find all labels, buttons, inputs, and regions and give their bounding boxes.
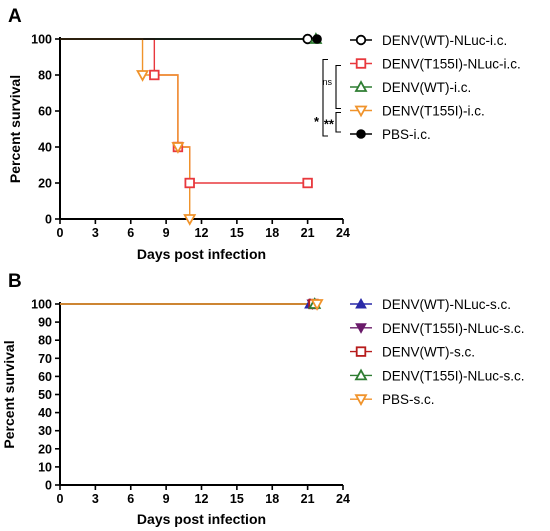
x-tick-label: 6: [127, 492, 134, 506]
x-tick-label: 15: [230, 492, 244, 506]
y-tick-label: 0: [45, 479, 52, 493]
legend-marker: [354, 105, 368, 118]
legend-label: DENV(T155I)-i.c.: [382, 104, 485, 119]
x-tick-label: 9: [163, 226, 170, 240]
data-point: [171, 142, 185, 154]
y-tick-label: 60: [38, 105, 52, 119]
legend-marker: [356, 129, 366, 139]
x-tick-label: 6: [127, 226, 134, 240]
series-line: [60, 38, 191, 219]
y-tick-label: 0: [45, 213, 52, 227]
legend-marker: [354, 80, 368, 92]
significance-label: **: [324, 116, 335, 131]
y-tick-label: 80: [38, 69, 52, 83]
x-tick-label: 24: [336, 226, 350, 240]
data-point: [149, 69, 160, 81]
y-tick-label: 90: [38, 316, 52, 330]
panel-b: B 0 3 6 9 12 15 18 21 24 0 10 20 30 40 50 60 70 80 90 100 Day…: [1, 271, 525, 527]
significance-label: ns: [322, 77, 332, 87]
legend-label: DENV(T155I)-NLuc-s.c.: [382, 368, 525, 383]
y-tick-label: 100: [31, 33, 52, 47]
panel-a: A 0 3 6 9 12 15 18 21 24 0 20 40 60 80 100 Days post inf…: [7, 6, 521, 262]
legend-marker: [354, 394, 368, 407]
legend-label: PBS-i.c.: [382, 127, 431, 142]
x-tick-label: 21: [301, 226, 315, 240]
significance-bracket: [335, 111, 341, 133]
y-tick-label: 30: [38, 424, 52, 438]
legend-label: DENV(T155I)-NLuc-s.c.: [382, 321, 525, 336]
y-tick-label: 80: [38, 334, 52, 348]
panel-letter: B: [8, 271, 22, 292]
x-axis-title: Days post infection: [137, 246, 266, 262]
panel-letter: A: [8, 6, 22, 27]
legend-label: DENV(WT)-s.c.: [382, 345, 475, 360]
y-axis-title: Percent survival: [1, 340, 17, 448]
x-tick-label: 12: [195, 226, 209, 240]
significance-label: *: [314, 114, 320, 129]
legend-marker: [355, 323, 367, 334]
x-tick-label: 18: [265, 492, 279, 506]
y-tick-label: 50: [38, 388, 52, 402]
y-tick-label: 100: [31, 298, 52, 312]
data-point: [184, 177, 195, 189]
data-point: [183, 214, 197, 226]
legend-marker: [355, 58, 367, 69]
legend-label: DENV(WT)-NLuc-i.c.: [382, 33, 507, 48]
legend-marker: [354, 368, 368, 381]
significance-bracket: [335, 64, 341, 110]
y-tick-label: 60: [38, 370, 52, 384]
data-point: [302, 33, 313, 45]
x-tick-label: 3: [92, 226, 99, 240]
data-point: [310, 299, 324, 311]
x-tick-label: 12: [195, 492, 209, 506]
y-tick-label: 20: [38, 177, 52, 191]
y-axis-title: Percent survival: [7, 75, 23, 183]
x-tick-label: 18: [265, 226, 279, 240]
series-line: [60, 38, 308, 184]
y-tick-label: 20: [38, 442, 52, 456]
x-tick-label: 21: [301, 492, 315, 506]
x-tick-label: 3: [92, 492, 99, 506]
legend-label: DENV(WT)-NLuc-s.c.: [382, 297, 511, 312]
x-tick-label: 0: [57, 226, 64, 240]
y-tick-label: 70: [38, 352, 52, 366]
x-tick-label: 24: [336, 492, 350, 506]
legend-marker: [355, 297, 367, 309]
significance-bracket: [322, 58, 328, 137]
y-tick-label: 40: [38, 141, 52, 155]
legend-label: DENV(T155I)-NLuc-i.c.: [382, 57, 521, 72]
y-tick-label: 40: [38, 406, 52, 420]
legend-marker: [355, 346, 367, 357]
x-axis-title: Days post infection: [137, 511, 266, 527]
x-tick-label: 15: [230, 226, 244, 240]
x-tick-label: 9: [163, 492, 170, 506]
data-point: [136, 70, 150, 82]
y-tick-label: 10: [38, 460, 52, 474]
data-point: [302, 177, 313, 189]
legend-marker: [355, 34, 367, 46]
x-tick-label: 0: [57, 492, 64, 506]
data-point: [312, 34, 322, 44]
legend-label: DENV(WT)-i.c.: [382, 80, 471, 95]
legend-label: PBS-s.c.: [382, 392, 435, 407]
